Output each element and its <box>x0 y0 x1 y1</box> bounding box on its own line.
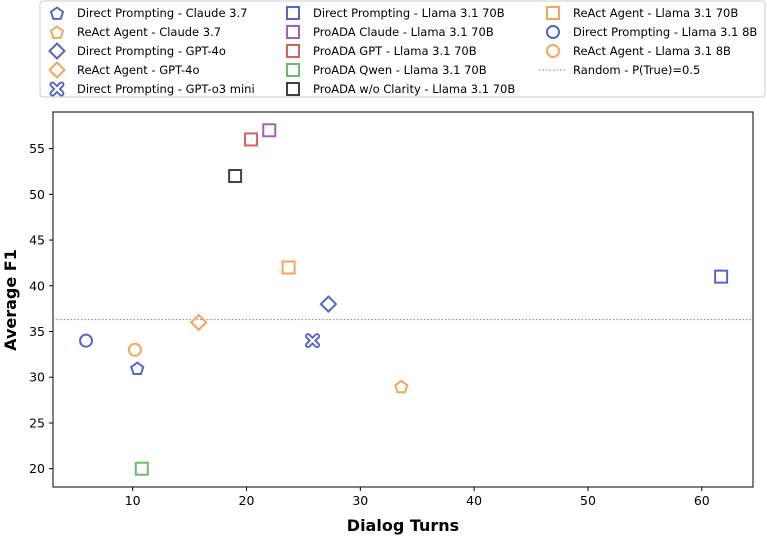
legend-marker <box>48 42 66 60</box>
x-tick-label: 20 <box>239 493 255 508</box>
legend-marker <box>49 81 65 97</box>
x-axis: 10 20 30 40 50 60 <box>125 487 710 508</box>
y-tick-label: 50 <box>29 187 45 202</box>
point-react-agent-claude-3-7 <box>394 379 409 394</box>
legend-label: ReAct Agent - GPT-4o <box>77 63 200 77</box>
legend-marker <box>286 25 300 39</box>
legend-item-proada-gpt-llama-3-1-70b: ProADA GPT - Llama 3.1 70B <box>286 44 477 58</box>
legend-label: ProADA w/o Clarity - Llama 3.1 70B <box>313 82 515 96</box>
point-proada-gpt-llama-3-1-70b <box>244 132 259 147</box>
y-tick-label: 20 <box>29 461 45 476</box>
point-direct-prompting-claude-3-7 <box>130 361 145 375</box>
y-tick-label: 55 <box>29 141 45 156</box>
legend-marker <box>286 63 300 77</box>
legend-label: ProADA GPT - Llama 3.1 70B <box>313 44 477 58</box>
y-tick-label: 30 <box>29 370 45 385</box>
legend-item-direct-prompting-gpt-4o: Direct Prompting - GPT-4o <box>48 42 226 60</box>
legend-item-react-agent-gpt-4o: ReAct Agent - GPT-4o <box>48 61 200 79</box>
legend-label: Direct Prompting - GPT-o3 mini <box>77 82 255 96</box>
legend-item-proada-claude-llama-3-1-70b: ProADA Claude - Llama 3.1 70B <box>286 25 494 39</box>
legend-label: Direct Prompting - Claude 3.7 <box>77 6 247 20</box>
legend-label: ReAct Agent - Llama 3.1 8B <box>573 44 731 58</box>
legend-marker <box>49 6 65 20</box>
y-axis: 20 25 30 35 40 45 50 55 <box>29 141 53 476</box>
legend-marker <box>286 44 300 58</box>
plot-area <box>52 111 754 488</box>
legend-item-react-agent-claude-3-7: ReAct Agent - Claude 3.7 <box>49 25 221 39</box>
point-direct-prompting-llama-3-1-70b <box>714 269 729 284</box>
legend-marker <box>49 25 65 39</box>
plot-frame <box>52 111 754 488</box>
point-direct-prompting-gpt-4o <box>319 295 338 313</box>
legend-item-react-agent-llama-3-1-70b: ReAct Agent - Llama 3.1 70B <box>546 6 738 20</box>
legend-label: ProADA Claude - Llama 3.1 70B <box>313 25 494 39</box>
legend-item-proada-w-o-clarity-llama-3-1-70b: ProADA w/o Clarity - Llama 3.1 70B <box>286 82 515 96</box>
legend-marker <box>546 44 560 58</box>
legend-marker <box>286 6 300 20</box>
legend-item-direct-prompting-llama-3-1-8b: Direct Prompting - Llama 3.1 8B <box>546 25 757 39</box>
legend-label: Random - P(True)=0.5 <box>573 63 700 77</box>
y-tick-label: 35 <box>29 324 45 339</box>
legend-item-direct-prompting-llama-3-1-70b: Direct Prompting - Llama 3.1 70B <box>286 6 505 20</box>
legend-item-react-agent-llama-3-1-8b: ReAct Agent - Llama 3.1 8B <box>546 44 731 58</box>
legend-marker <box>48 61 66 79</box>
y-tick-label: 25 <box>29 415 45 430</box>
point-direct-prompting-llama-3-1-8b <box>79 333 94 348</box>
legend-item-random-p-true-0-5: Random - P(True)=0.5 <box>539 63 700 77</box>
y-tick-label: 40 <box>29 278 45 293</box>
point-proada-claude-llama-3-1-70b <box>262 123 277 138</box>
point-react-agent-llama-3-1-8b <box>127 342 142 357</box>
legend: Direct Prompting - Claude 3.7 ReAct Agent… <box>39 0 766 98</box>
legend-item-direct-prompting-claude-3-7: Direct Prompting - Claude 3.7 <box>49 6 247 20</box>
legend-marker <box>546 25 560 39</box>
y-axis-label: Average F1 <box>1 249 20 351</box>
y-tick-label: 45 <box>29 233 45 248</box>
legend-label: ReAct Agent - Llama 3.1 70B <box>573 6 738 20</box>
legend-label: Direct Prompting - Llama 3.1 8B <box>573 25 757 39</box>
x-axis-label: Dialog Turns <box>347 516 459 535</box>
x-tick-label: 60 <box>694 493 710 508</box>
legend-marker <box>286 82 300 96</box>
point-react-agent-llama-3-1-70b <box>281 260 296 275</box>
legend-label: Direct Prompting - GPT-4o <box>77 44 226 58</box>
x-tick-label: 10 <box>125 493 141 508</box>
legend-marker <box>546 6 560 20</box>
legend-label: ReAct Agent - Claude 3.7 <box>77 25 221 39</box>
legend-label: ProADA Qwen - Llama 3.1 70B <box>313 63 487 77</box>
legend-item-proada-qwen-llama-3-1-70b: ProADA Qwen - Llama 3.1 70B <box>286 63 487 77</box>
x-tick-label: 40 <box>466 493 482 508</box>
legend-item-direct-prompting-gpt-o3-mini: Direct Prompting - GPT-o3 mini <box>49 81 255 97</box>
point-proada-qwen-llama-3-1-70b <box>134 461 149 476</box>
legend-box <box>39 0 766 98</box>
x-tick-label: 30 <box>352 493 368 508</box>
point-direct-prompting-gpt-o3-mini <box>305 333 321 349</box>
legend-label: Direct Prompting - Llama 3.1 70B <box>313 6 505 20</box>
point-react-agent-gpt-4o <box>189 313 208 332</box>
point-proada-w-o-clarity-llama-3-1-70b <box>228 169 243 184</box>
x-tick-label: 50 <box>580 493 596 508</box>
